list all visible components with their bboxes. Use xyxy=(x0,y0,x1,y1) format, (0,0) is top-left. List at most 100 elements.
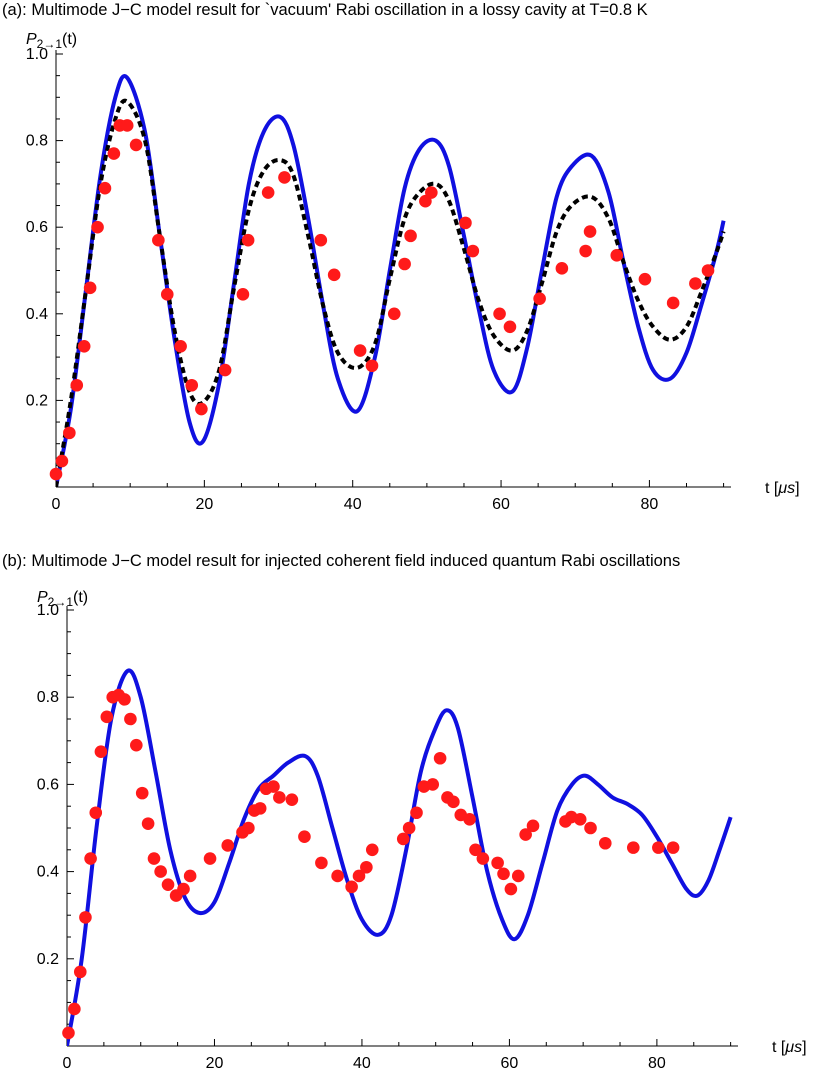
data-point xyxy=(519,828,532,841)
data-point xyxy=(174,339,187,353)
data-point xyxy=(195,402,208,416)
x-axis-label: t [μs] xyxy=(772,1039,807,1056)
y-tick-label: 1.0 xyxy=(37,602,59,619)
data-point xyxy=(573,812,587,826)
data-point xyxy=(70,378,84,392)
data-point xyxy=(203,852,217,865)
data-point xyxy=(135,786,149,800)
data-point xyxy=(218,363,232,377)
data-point xyxy=(352,869,366,883)
data-point xyxy=(161,878,175,891)
y-axis-label: P2→1(t) xyxy=(37,589,88,609)
data-point xyxy=(701,264,715,277)
data-point xyxy=(242,821,255,835)
data-point xyxy=(147,852,161,865)
data-point xyxy=(177,882,190,896)
data-point xyxy=(83,281,97,295)
y-tick-label: 0.2 xyxy=(26,392,48,409)
data-point xyxy=(98,181,112,195)
x-tick-label: 0 xyxy=(63,1055,72,1068)
data-point xyxy=(49,467,63,481)
data-point xyxy=(278,171,291,184)
data-point xyxy=(598,836,612,850)
x-tick-label: 80 xyxy=(648,1055,666,1068)
series-line-dashed xyxy=(56,98,726,487)
data-point xyxy=(94,745,108,758)
data-point xyxy=(130,738,143,752)
data-point xyxy=(120,119,134,132)
x-axis-label: t [μs] xyxy=(765,480,800,497)
data-point xyxy=(466,244,480,258)
data-point xyxy=(84,852,97,865)
data-point xyxy=(497,867,510,881)
data-point xyxy=(331,869,344,883)
x-tick-label: 20 xyxy=(195,496,213,513)
series-line-solid xyxy=(67,668,733,1046)
data-point xyxy=(579,244,592,258)
data-point xyxy=(447,795,460,809)
data-point xyxy=(491,856,504,870)
data-point xyxy=(493,307,506,321)
data-point xyxy=(315,856,328,870)
data-point xyxy=(77,339,91,353)
data-point xyxy=(327,268,341,282)
data-point xyxy=(666,296,680,310)
data-point xyxy=(68,1002,81,1016)
chart-panel-a: (a): Multimode J−C model result for `vac… xyxy=(0,0,814,520)
data-point xyxy=(91,220,104,234)
data-point xyxy=(107,147,121,160)
data-point xyxy=(55,454,69,468)
data-point xyxy=(410,806,423,820)
chart-title: (a): Multimode J−C model result for `vac… xyxy=(2,1,648,19)
data-point xyxy=(402,821,416,835)
data-point xyxy=(652,841,665,854)
data-point xyxy=(459,216,472,230)
data-point xyxy=(185,378,199,392)
data-point xyxy=(353,344,367,357)
data-point xyxy=(469,843,482,857)
data-point xyxy=(689,277,702,290)
data-point xyxy=(285,793,299,806)
data-point xyxy=(253,802,267,815)
y-tick-label: 0.6 xyxy=(26,219,48,236)
data-point xyxy=(129,138,143,152)
data-point xyxy=(365,359,379,373)
data-point xyxy=(79,911,92,924)
data-point xyxy=(425,186,438,199)
y-axis-label: P2→1(t) xyxy=(26,31,77,51)
data-point xyxy=(221,839,235,852)
data-point xyxy=(160,288,174,301)
chart-title: (b): Multimode J−C model result for inje… xyxy=(2,552,681,570)
y-tick-label: 0.2 xyxy=(37,951,59,968)
data-point xyxy=(638,272,652,286)
x-tick-label: 20 xyxy=(206,1055,224,1068)
data-point xyxy=(584,821,597,835)
data-point xyxy=(63,426,76,440)
data-point xyxy=(73,965,87,979)
y-tick-label: 0.8 xyxy=(37,689,59,706)
data-point xyxy=(360,860,373,874)
x-tick-label: 40 xyxy=(353,1055,371,1068)
data-point xyxy=(152,233,165,247)
data-point xyxy=(526,819,540,833)
y-tick-label: 0.4 xyxy=(26,306,48,323)
data-point xyxy=(118,693,131,706)
data-point xyxy=(141,817,155,830)
data-point xyxy=(267,780,280,793)
x-tick-label: 40 xyxy=(344,496,362,513)
data-point xyxy=(183,869,197,883)
data-point xyxy=(241,233,255,247)
data-point xyxy=(396,832,410,846)
series-line-solid xyxy=(56,74,726,487)
data-point xyxy=(273,791,286,804)
data-point xyxy=(463,812,476,826)
x-tick-label: 80 xyxy=(641,496,659,513)
data-point xyxy=(476,852,490,865)
data-point xyxy=(124,712,137,726)
chart-a-svg: 0 20 40 60 80 0.2 0.4 0.6 0.8 1.0P2→1(t) t [μs] xyxy=(26,31,800,513)
y-tick-label: 0.8 xyxy=(26,133,48,150)
data-point xyxy=(583,225,597,238)
data-point xyxy=(365,843,379,857)
